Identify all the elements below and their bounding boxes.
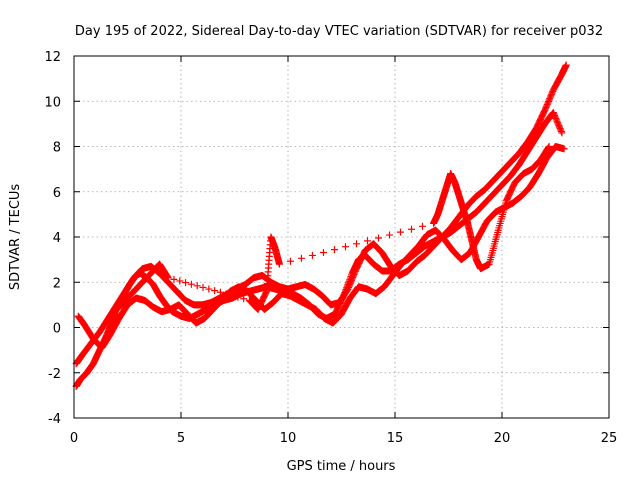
y-tick-label: -2 bbox=[48, 367, 61, 382]
x-tick-label: 25 bbox=[601, 431, 618, 446]
y-axis-label: SDTVAR / TECUs bbox=[8, 184, 23, 291]
data-point bbox=[352, 240, 360, 248]
data-point bbox=[187, 280, 195, 288]
data-point bbox=[240, 295, 248, 303]
x-tick-label: 15 bbox=[387, 431, 404, 446]
data-point bbox=[286, 257, 294, 265]
data-point bbox=[341, 243, 349, 251]
x-tick-label: 20 bbox=[494, 431, 511, 446]
data-point bbox=[164, 274, 172, 282]
data-point bbox=[374, 234, 382, 242]
axis-ticks: 0 5 10 15 20 25 -4 -2 0 2 4 6 8 10 12 bbox=[44, 50, 617, 446]
y-tick-label: 8 bbox=[53, 141, 61, 156]
x-tick-label: 5 bbox=[177, 431, 185, 446]
series-track-d bbox=[113, 143, 553, 313]
chart-title: Day 195 of 2022, Sidereal Day-to-day VTE… bbox=[75, 24, 603, 39]
y-tick-label: 10 bbox=[44, 95, 61, 110]
data-point bbox=[363, 237, 371, 245]
x-tick-label: 10 bbox=[280, 431, 297, 446]
x-axis-label: GPS time / hours bbox=[287, 459, 396, 474]
series-track-a bbox=[72, 109, 566, 390]
data-point bbox=[170, 275, 178, 283]
data-point bbox=[164, 273, 172, 281]
data-point bbox=[216, 288, 224, 296]
data-point bbox=[228, 292, 236, 300]
data-point bbox=[560, 145, 568, 153]
data-point bbox=[397, 228, 405, 236]
data-point bbox=[182, 279, 190, 287]
data-point bbox=[222, 290, 230, 298]
data-point bbox=[234, 293, 242, 301]
data-point bbox=[297, 254, 305, 262]
data-point bbox=[308, 251, 316, 259]
y-tick-label: -4 bbox=[48, 412, 61, 427]
y-tick-label: 0 bbox=[53, 322, 61, 337]
data-point bbox=[545, 143, 553, 150]
data-point bbox=[330, 246, 338, 254]
data-point bbox=[419, 222, 427, 230]
data-point bbox=[557, 127, 565, 135]
data-point bbox=[385, 231, 393, 239]
data-point bbox=[205, 285, 213, 293]
y-tick-label: 6 bbox=[53, 186, 61, 201]
series-track-b bbox=[72, 61, 570, 368]
data-point bbox=[193, 282, 201, 290]
data-point bbox=[319, 249, 327, 257]
data-point bbox=[211, 287, 219, 295]
y-tick-label: 2 bbox=[53, 276, 61, 291]
data-point bbox=[544, 143, 552, 151]
data-point bbox=[558, 129, 566, 137]
y-tick-label: 12 bbox=[44, 50, 61, 65]
data-point bbox=[262, 289, 270, 297]
data-point bbox=[199, 283, 207, 291]
data-point bbox=[275, 260, 283, 268]
data-point bbox=[408, 225, 416, 233]
y-tick-label: 4 bbox=[53, 231, 61, 246]
grid bbox=[74, 56, 609, 418]
x-tick-label: 0 bbox=[70, 431, 78, 446]
data-point bbox=[176, 277, 184, 285]
data-point bbox=[562, 61, 570, 69]
data-marks bbox=[72, 61, 570, 390]
